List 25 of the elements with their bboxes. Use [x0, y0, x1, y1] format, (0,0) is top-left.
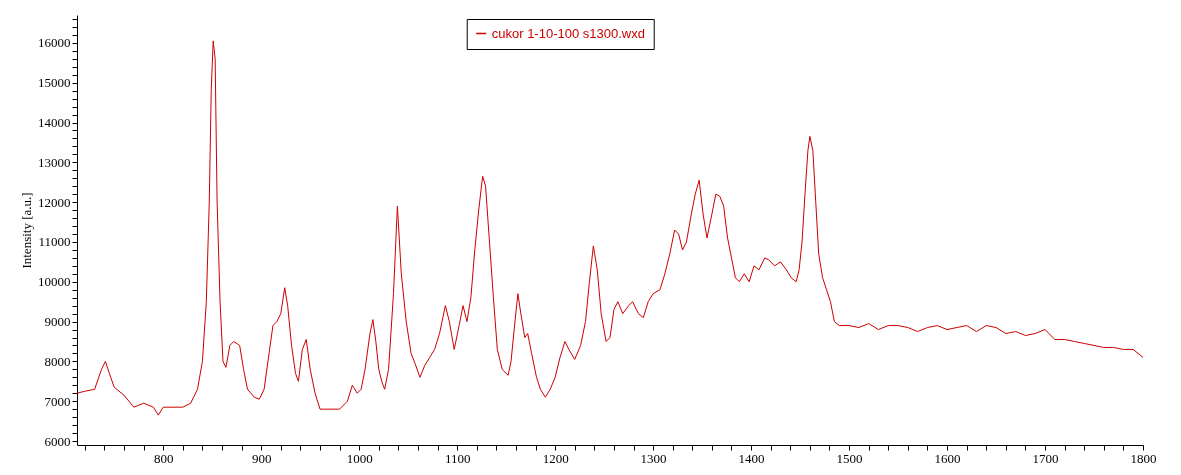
y-tick-label: 15000 — [38, 75, 71, 91]
x-tick-label: 1800 — [1130, 450, 1157, 466]
x-tick-label: 1200 — [542, 450, 569, 466]
y-tick-label: 6000 — [44, 433, 71, 449]
x-tick-label: 1000 — [346, 450, 373, 466]
y-tick-label: 7000 — [44, 393, 71, 409]
x-tick-label: 1300 — [640, 450, 667, 466]
y-axis-title: Intensity [a.u.] — [19, 192, 34, 269]
x-tick-label: 900 — [251, 450, 272, 466]
y-tick-label: 8000 — [44, 353, 71, 369]
x-tick-label: 1700 — [1032, 450, 1059, 466]
y-tick-label: 9000 — [44, 314, 71, 330]
line-series — [76, 40, 1144, 416]
y-tick-label: 13000 — [38, 154, 71, 170]
x-tick-label: 1400 — [738, 450, 765, 466]
y-tick-label: 11000 — [38, 234, 71, 250]
x-tick-label: 1600 — [934, 450, 961, 466]
x-tick-label: 1100 — [444, 450, 471, 466]
x-tick-label: 1500 — [836, 450, 863, 466]
y-tick-label: 12000 — [38, 194, 71, 210]
y-tick-label: 14000 — [38, 115, 71, 130]
legend-label: cukor 1-10-100 s1300.wxd — [491, 25, 645, 41]
y-tick-label: 16000 — [38, 35, 71, 51]
x-tick-label: 800 — [153, 450, 174, 466]
y-tick-label: 10000 — [38, 274, 71, 290]
